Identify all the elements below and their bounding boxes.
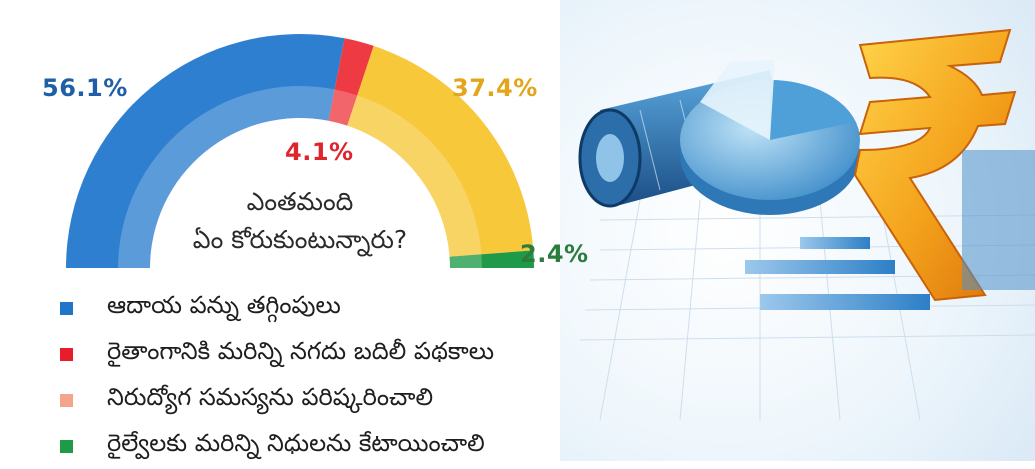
finance-illustration xyxy=(560,0,1035,461)
legend-label-income-tax: ఆదాయ పన్ను తగ్గింపులు xyxy=(107,291,341,319)
legend-label-railways: రైల్వేలకు మరిన్ని నిధులను కేటాయించాలి xyxy=(107,429,485,457)
label-farmer-transfer-percent: 4.1% xyxy=(285,138,354,166)
legend-swatch-income-tax xyxy=(60,301,73,315)
legend-item-income-tax: ఆదాయ పన్ను తగ్గింపులు xyxy=(60,285,620,331)
chart-title: ఎంతమంది ఏం కోరుకుంటున్నారు? xyxy=(170,183,430,259)
donut-chart xyxy=(66,33,534,268)
legend-label-unemployment: నిరుద్యోగ సమస్యను పరిష్కరించాలి xyxy=(107,383,434,411)
donut-slice-unemployment xyxy=(347,45,534,257)
chart-title-line-1: ఎంతమంది xyxy=(246,187,354,216)
donut-slice-farmer-transfer xyxy=(328,38,374,126)
label-income-tax-percent: 56.1% xyxy=(42,74,128,102)
legend-swatch-unemployment xyxy=(60,393,73,407)
label-railways-percent: 2.4% xyxy=(520,240,589,268)
legend-swatch-railways xyxy=(60,439,73,453)
donut-slice-shade-unemployment xyxy=(347,95,482,257)
donut-slice-shade-income-tax xyxy=(118,86,335,268)
label-unemployment-percent: 37.4% xyxy=(452,74,538,102)
donut-slice-shade-farmer-transfer xyxy=(328,89,358,126)
legend-item-unemployment: నిరుద్యోగ సమస్యను పరిష్కరించాలి xyxy=(60,377,620,423)
donut-slice-railways xyxy=(449,250,534,268)
legend-item-farmer-transfer: రైతాంగానికి మరిన్ని నగదు బదిలీ పథకాలు xyxy=(60,331,620,377)
legend-swatch-farmer-transfer xyxy=(60,347,73,361)
chart-title-line-2: ఏం కోరుకుంటున్నారు? xyxy=(192,225,408,254)
legend-label-farmer-transfer: రైతాంగానికి మరిన్ని నగదు బదిలీ పథకాలు xyxy=(107,337,495,365)
donut-slice-shade-railways xyxy=(449,254,482,268)
legend-item-railways: రైల్వేలకు మరిన్ని నిధులను కేటాయించాలి xyxy=(60,423,620,469)
donut-slice-income-tax xyxy=(66,33,345,268)
legend: ఆదాయ పన్ను తగ్గింపులు రైతాంగానికి మరిన్న… xyxy=(60,285,620,469)
